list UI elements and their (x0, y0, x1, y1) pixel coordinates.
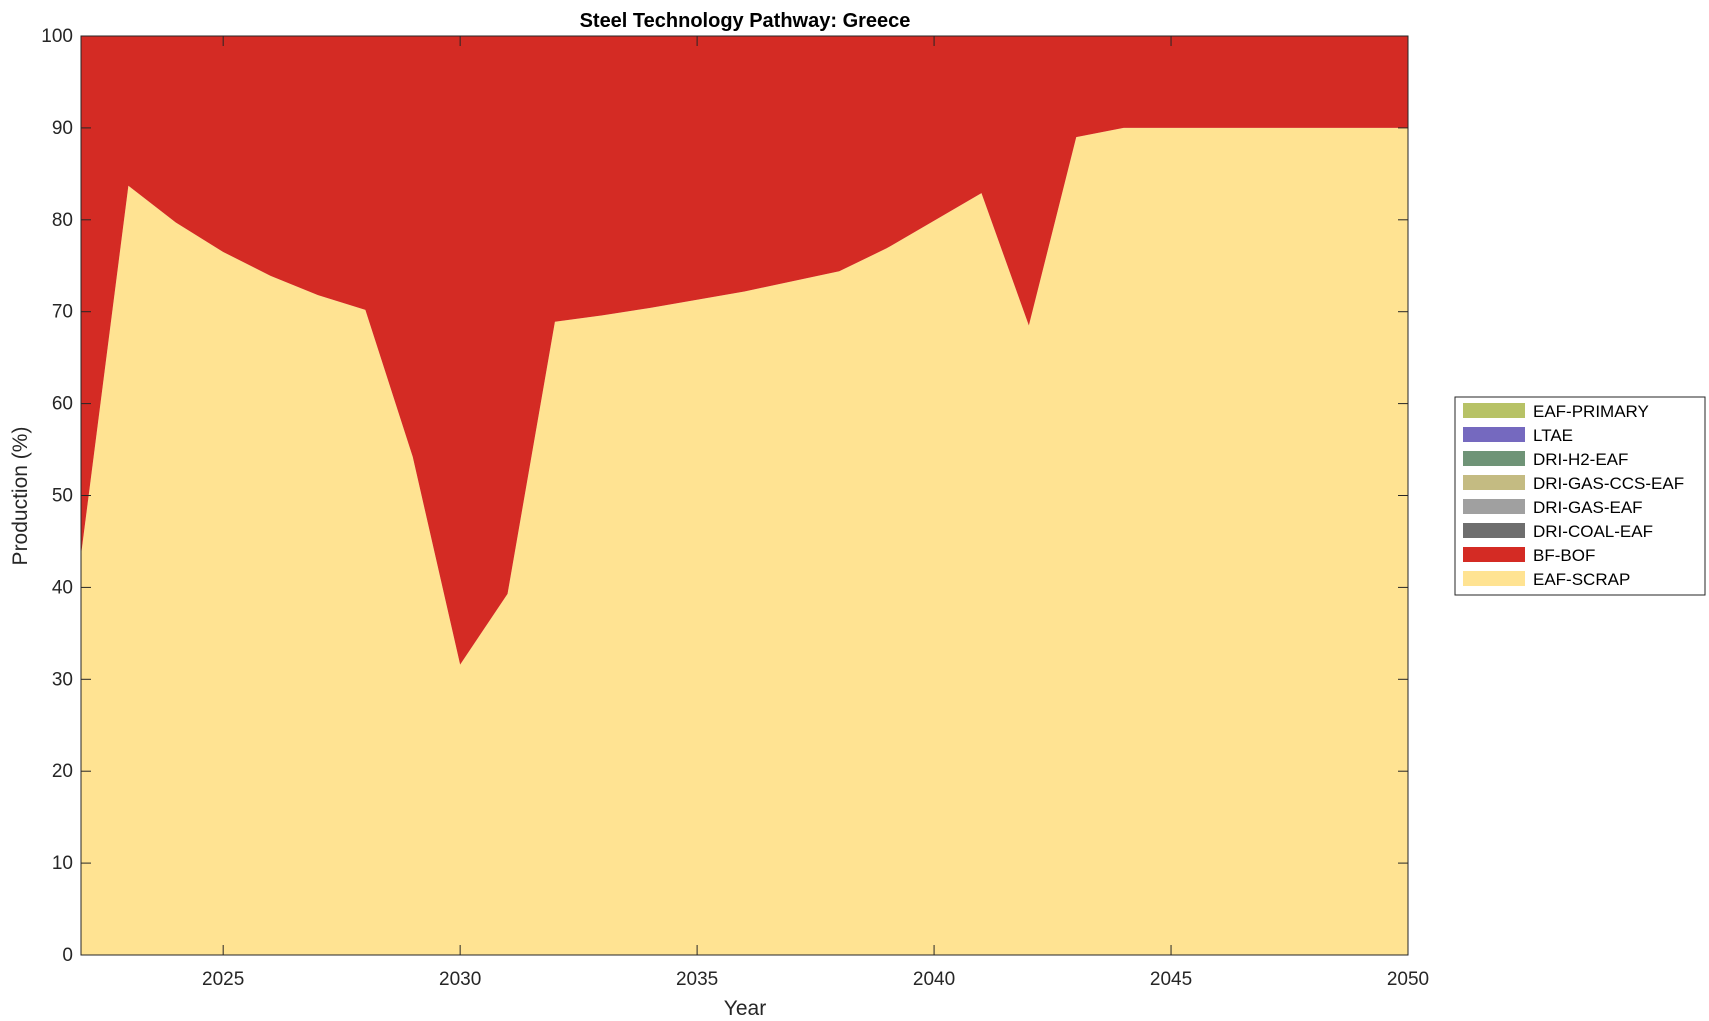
x-tick-label: 2025 (202, 969, 244, 990)
legend-swatch-ltae (1463, 427, 1525, 442)
y-tick-label: 60 (52, 394, 73, 415)
x-tick-label: 2045 (1150, 969, 1192, 990)
area-bf-bof (81, 36, 1408, 665)
legend-swatch-dri-h2-eaf (1463, 451, 1525, 466)
legend-items: EAF-PRIMARY LTAE DRI-H2-EAF DRI-GAS-CCS-EAF… (1463, 402, 1684, 589)
legend-label-dri-h2-eaf: DRI-H2-EAF (1533, 450, 1628, 469)
y-tick-label: 80 (52, 210, 73, 231)
y-tick-label: 30 (52, 669, 73, 690)
x-tick-label: 2050 (1387, 969, 1429, 990)
legend-swatch-dri-coal-eaf (1463, 523, 1525, 538)
x-tick-label: 2040 (913, 969, 955, 990)
legend-swatch-eaf-scrap (1463, 571, 1525, 586)
legend-label-ltae: LTAE (1533, 426, 1573, 445)
legend-box (1454, 396, 1706, 596)
legend-swatch-dri-gas-ccs-eaf (1463, 475, 1525, 490)
area-eaf-scrap (81, 127, 1408, 955)
legend-swatch-eaf-primary (1463, 403, 1525, 418)
axis-ticks: 2025 2030 2035 2040 2045 20500102030405060708… (41, 26, 1429, 990)
legend-label-dri-gas-ccs-eaf: DRI-GAS-CCS-EAF (1533, 474, 1684, 493)
y-tick-label: 100 (41, 26, 73, 47)
y-tick-label: 50 (52, 486, 73, 507)
y-tick-label: 70 (52, 302, 73, 323)
legend-swatch-bf-bof (1463, 547, 1525, 562)
y-tick-label: 90 (52, 118, 73, 139)
legend-label-dri-coal-eaf: DRI-COAL-EAF (1533, 522, 1653, 541)
legend-label-eaf-primary: EAF-PRIMARY (1533, 402, 1649, 421)
y-tick-label: 20 (52, 761, 73, 782)
legend-swatch-dri-gas-eaf (1463, 499, 1525, 514)
y-tick-label: 10 (52, 853, 73, 874)
y-tick-label: 0 (62, 945, 73, 966)
x-axis-label: Year (724, 997, 766, 1020)
legend-label-eaf-scrap: EAF-SCRAP (1533, 570, 1630, 589)
legend: EAF-PRIMARY LTAE DRI-H2-EAF DRI-GAS-CCS-EAF… (1454, 396, 1706, 596)
x-tick-label: 2035 (676, 969, 718, 990)
y-axis-label: Production (%) (9, 427, 32, 566)
chart-title: Steel Technology Pathway: Greece (580, 10, 911, 32)
legend-label-dri-gas-eaf: DRI-GAS-EAF (1533, 498, 1643, 517)
x-tick-label: 2030 (439, 969, 481, 990)
legend-label-bf-bof: BF-BOF (1533, 546, 1595, 565)
area-layers (81, 36, 1408, 955)
y-tick-label: 40 (52, 577, 73, 598)
